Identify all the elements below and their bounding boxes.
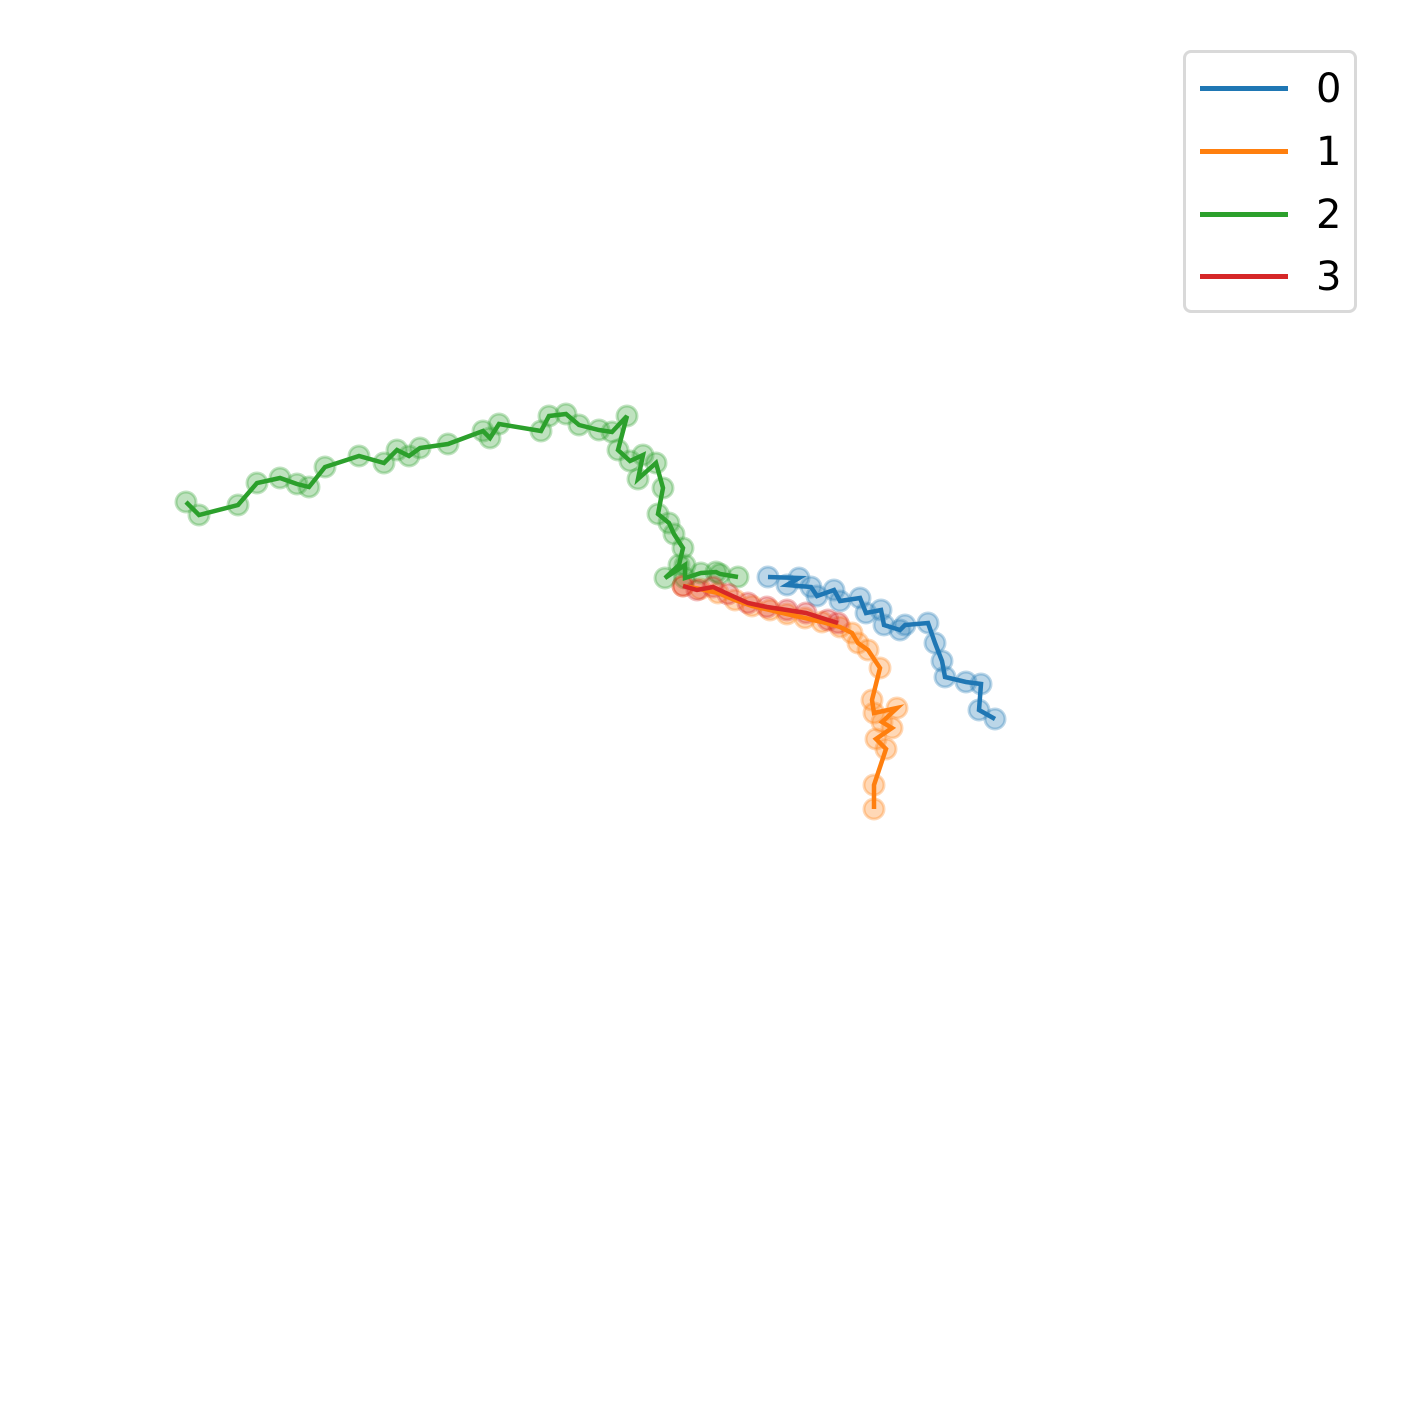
legend-swatch-1 bbox=[1200, 149, 1288, 154]
legend-label-0: 0 bbox=[1316, 66, 1342, 112]
legend-swatch-2 bbox=[1200, 212, 1288, 217]
legend-swatch-3 bbox=[1200, 274, 1288, 279]
line-layer bbox=[184, 411, 997, 809]
legend-item-0: 0 bbox=[1198, 69, 1348, 109]
series-3-line bbox=[682, 583, 839, 626]
legend-label-2: 2 bbox=[1316, 192, 1342, 238]
legend-swatch-0 bbox=[1200, 86, 1288, 91]
legend-item-1: 1 bbox=[1198, 132, 1348, 172]
legend: 0 1 2 3 bbox=[1183, 50, 1357, 313]
series-0-line bbox=[767, 574, 997, 721]
legend-label-1: 1 bbox=[1316, 129, 1342, 175]
legend-label-3: 3 bbox=[1316, 254, 1342, 300]
legend-item-2: 2 bbox=[1198, 195, 1348, 235]
legend-item-3: 3 bbox=[1198, 257, 1348, 297]
series-2-line bbox=[184, 411, 739, 582]
